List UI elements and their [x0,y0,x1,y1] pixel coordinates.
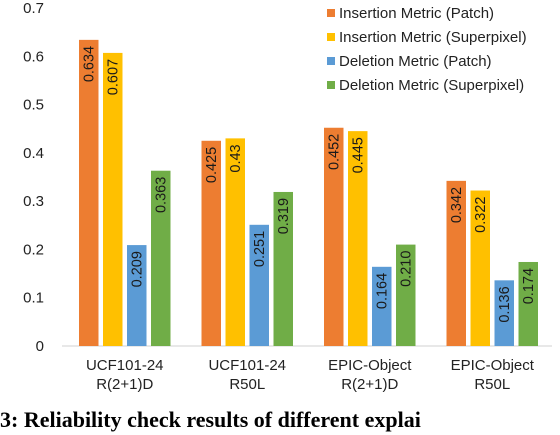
y-tick-label: 0.3 [23,193,44,210]
bar-data-label: 0.322 [473,197,489,233]
y-tick-label: 0 [36,338,44,355]
y-tick-label: 0.5 [23,97,44,114]
bar-data-label: 0.634 [82,46,98,82]
bar [151,170,171,346]
bar [494,280,514,346]
x-category-label: UCF101-24 [208,357,286,374]
bar-data-label: 0.607 [106,59,122,95]
bar [127,245,147,346]
bar-data-label: 0.445 [351,137,367,173]
bar-data-label: 0.452 [327,134,343,170]
bar-data-label: 0.342 [449,187,465,223]
legend-swatch [327,9,335,17]
chart-legend: Insertion Metric (Patch) Insertion Metric… [327,5,527,94]
bar [103,52,123,347]
bar [201,140,221,346]
x-category-label: EPIC-Object [451,357,535,374]
chart-axes: 0 0.1 0.2 0.3 0.4 0.5 0.6 0.7 UCF101-24 R(2+1)D UC… [23,0,552,393]
bar [249,224,269,346]
legend-label: Insertion Metric (Superpixel) [339,29,527,46]
x-category-label: R50L [229,376,265,393]
bar-data-label: 0.43 [228,144,244,172]
bar [225,138,245,346]
bar-data-label: 0.210 [399,251,415,287]
bar-data-label: 0.251 [252,231,268,267]
bar [518,261,538,346]
y-tick-label: 0.4 [23,145,44,162]
y-tick-label: 0.1 [23,290,44,307]
y-tick-label: 0.7 [23,0,44,17]
chart-bars: 0.634 0.607 0.209 0.363 0.425 0.43 0.251 0.319 0… [79,39,538,347]
bar [446,180,466,346]
legend-label: Deletion Metric (Superpixel) [339,77,524,94]
legend-swatch [327,33,335,41]
bar [348,131,368,346]
bar-data-label: 0.136 [497,286,513,322]
bar-data-label: 0.209 [130,251,146,287]
reliability-bar-chart: 0 0.1 0.2 0.3 0.4 0.5 0.6 0.7 UCF101-24 R(2+1)D UC… [23,0,552,393]
bar [396,244,416,346]
bar-data-label: 0.319 [276,198,292,234]
bar [372,266,392,346]
bar-data-label: 0.363 [154,177,170,213]
figure-caption: 3: Reliability check results of differen… [0,407,421,432]
bar [273,191,293,346]
legend-label: Deletion Metric (Patch) [339,53,492,70]
x-category-label: R(2+1)D [96,376,153,393]
y-tick-label: 0.6 [23,48,44,65]
bar-data-label: 0.164 [375,273,391,309]
x-category-label: EPIC-Object [328,357,412,374]
legend-swatch [327,57,335,65]
x-category-label: UCF101-24 [86,357,164,374]
y-tick-label: 0.2 [23,241,44,258]
x-category-label: R(2+1)D [341,376,398,393]
bar [470,190,490,346]
legend-label: Insertion Metric (Patch) [339,5,494,22]
x-category-label: R50L [474,376,510,393]
bar [324,127,344,347]
bar-data-label: 0.174 [521,268,537,304]
bar-data-label: 0.425 [204,147,220,183]
legend-swatch [327,81,335,89]
bar [79,39,99,347]
